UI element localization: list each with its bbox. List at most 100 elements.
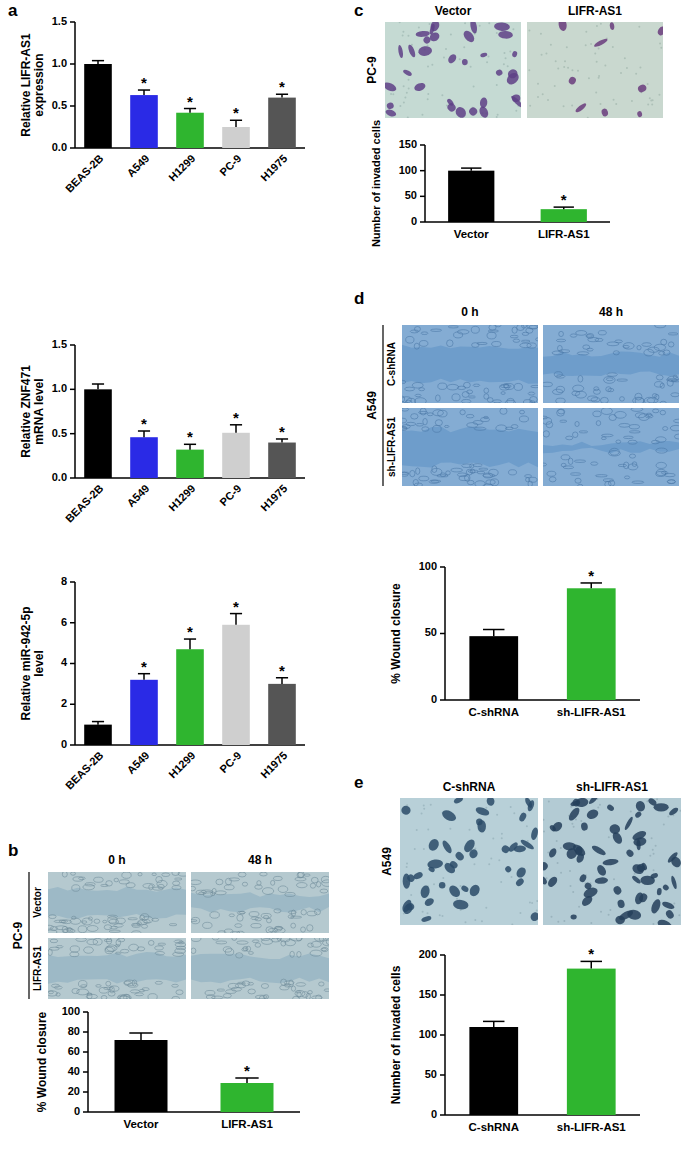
- cell: [316, 995, 322, 999]
- stained-cell: [486, 798, 496, 807]
- pore: [422, 911, 424, 913]
- cell: [231, 987, 241, 991]
- cell: [614, 411, 626, 418]
- cell: [415, 398, 427, 403]
- cell: [285, 892, 295, 896]
- cell: [285, 940, 296, 946]
- cell: [297, 951, 301, 957]
- cell: [83, 884, 95, 890]
- cell: [155, 981, 162, 984]
- cell: [82, 918, 92, 925]
- y-axis-label: Relative miR-942-5plevel: [19, 606, 46, 720]
- bar: [222, 625, 250, 745]
- cell: [406, 336, 414, 343]
- cell: [155, 946, 164, 950]
- pore: [503, 63, 505, 65]
- cell: [619, 423, 630, 427]
- significance-mark: *: [233, 104, 239, 121]
- bar-chart: 02468BEAS-2B*A549*H1299*PC-9*H1975Relati…: [19, 575, 306, 792]
- pore: [580, 820, 582, 822]
- pore: [479, 25, 481, 27]
- cell: [249, 912, 259, 917]
- cell: [158, 943, 166, 945]
- pore: [679, 810, 681, 812]
- cell: [457, 473, 467, 477]
- cell: [606, 378, 613, 381]
- cell: [521, 340, 530, 342]
- cell-layer: [191, 938, 329, 959]
- cell: [661, 339, 667, 345]
- bar-chart: 0.00.51.01.5BEAS-2B*A549*H1299*PC-9*H197…: [19, 338, 306, 525]
- y-tick: [70, 344, 75, 346]
- cell: [412, 382, 423, 388]
- error-line: [140, 1033, 142, 1040]
- y-tick-label: 100: [419, 1028, 437, 1040]
- pore: [529, 105, 531, 107]
- cell-layer: [543, 448, 679, 486]
- pore: [496, 84, 498, 86]
- row-label: LIFR-AS1: [32, 946, 43, 991]
- stained-cell: [631, 875, 642, 885]
- y-tick-label: 0: [61, 738, 67, 750]
- cell: [231, 932, 240, 933]
- cell: [463, 382, 470, 388]
- stained-cell: [460, 884, 469, 893]
- column-label: LIFR-AS1: [568, 4, 622, 18]
- cell: [637, 345, 641, 349]
- y-tick-label: 1.5: [52, 338, 67, 350]
- y-tick-label: 1.5: [52, 15, 67, 27]
- y-tick: [420, 221, 425, 223]
- x-tick-label: A549: [124, 749, 151, 776]
- stained-cell: [385, 108, 397, 117]
- micrograph: [48, 938, 186, 999]
- stained-cell: [617, 899, 626, 909]
- cell: [601, 437, 606, 440]
- pore: [555, 60, 557, 62]
- cell: [566, 436, 573, 440]
- cell: [633, 397, 645, 403]
- y-tick: [440, 1034, 445, 1036]
- cell-layer: [402, 408, 538, 432]
- cell: [205, 990, 215, 995]
- cell: [239, 911, 245, 913]
- stained-cell: [515, 866, 528, 880]
- pore: [649, 97, 651, 99]
- y-tick-label: 100: [62, 1005, 80, 1017]
- stained-cell: [582, 886, 599, 900]
- cell: [260, 872, 268, 876]
- stained-cell: [641, 862, 648, 871]
- cell: [99, 987, 108, 993]
- row-label: Vector: [32, 887, 43, 918]
- cell: [543, 463, 547, 466]
- stained-cell: [612, 885, 623, 896]
- pore: [658, 94, 660, 96]
- y-tick-label: 20: [68, 1085, 80, 1097]
- micrograph-bg: [543, 798, 681, 925]
- cell: [232, 938, 237, 940]
- cell: [324, 989, 329, 992]
- cell: [255, 943, 261, 947]
- pore: [652, 99, 654, 101]
- significance-mark: *: [244, 1062, 250, 1079]
- stained-cell: [570, 800, 579, 807]
- x-tick-label: LIFR-AS1: [538, 228, 590, 240]
- cell: [452, 394, 460, 401]
- stained-cell: [637, 111, 643, 118]
- cell: [664, 473, 675, 476]
- stained-cell: [519, 838, 535, 851]
- pore: [596, 61, 598, 63]
- pore: [464, 22, 466, 24]
- y-axis-label-line: Relative ZNF471: [19, 365, 33, 458]
- y-tick: [440, 994, 445, 996]
- pore: [547, 851, 549, 853]
- cell: [86, 994, 97, 999]
- cell-layer: [48, 938, 186, 957]
- panel-letter: a: [8, 1, 18, 20]
- stained-cell: [593, 37, 608, 48]
- panel-letter: c: [354, 1, 363, 20]
- cell: [666, 379, 677, 381]
- cell: [73, 877, 83, 881]
- stained-cell: [638, 892, 649, 903]
- pore: [464, 921, 466, 923]
- cell: [483, 474, 495, 477]
